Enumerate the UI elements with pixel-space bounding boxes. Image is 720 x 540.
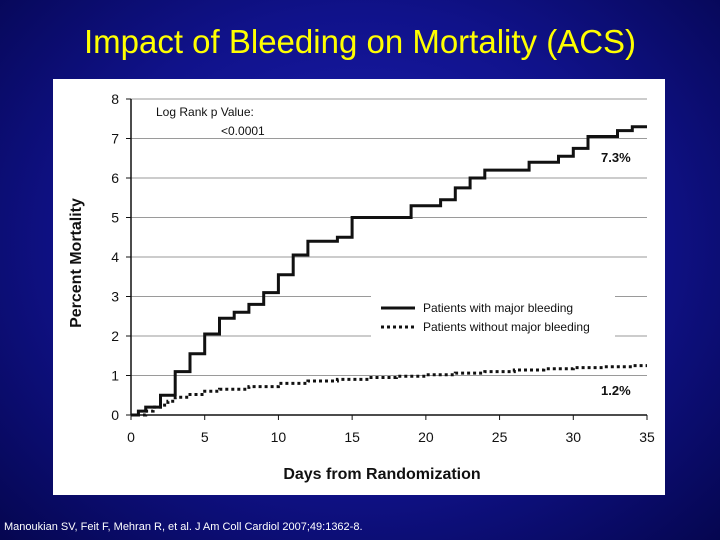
x-tick-label: 20 <box>418 429 434 445</box>
axes <box>126 98 648 420</box>
slide-title: Impact of Bleeding on Mortality (ACS) <box>83 23 637 60</box>
x-tick-label: 35 <box>639 429 655 445</box>
legend-label-with-bleeding: Patients with major bleeding <box>423 301 573 315</box>
y-axis-label: Percent Mortality <box>68 198 85 328</box>
x-axis-label: Days from Randomization <box>283 466 480 483</box>
citation: Manoukian SV, Feit F, Mehran R, et al. J… <box>4 521 363 533</box>
y-tick-label: 2 <box>111 328 119 344</box>
y-tick-label: 8 <box>111 91 119 107</box>
x-tick-label: 25 <box>492 429 508 445</box>
x-tick-label: 0 <box>127 429 135 445</box>
annotation-line-2: <0.0001 <box>221 124 265 138</box>
x-tick-labels: 0 5 10 15 20 25 30 35 <box>127 429 655 445</box>
x-tick-label: 15 <box>344 429 360 445</box>
x-tick-label: 10 <box>271 429 287 445</box>
end-label-without-bleeding: 1.2% <box>601 383 631 398</box>
y-tick-label: 4 <box>111 249 119 265</box>
legend-label-without-bleeding: Patients without major bleeding <box>423 320 590 334</box>
x-tick-label: 5 <box>201 429 209 445</box>
mortality-chart: 0 1 2 3 4 5 6 7 8 0 5 10 15 20 25 30 35 Percent Mortali… <box>68 91 655 483</box>
end-label-with-bleeding: 7.3% <box>601 150 631 165</box>
y-tick-label: 1 <box>111 368 119 384</box>
y-tick-label: 3 <box>111 289 119 305</box>
series-line-without-major-bleeding <box>131 364 647 417</box>
y-tick-label: 5 <box>111 210 119 226</box>
y-tick-label: 0 <box>111 407 119 423</box>
series-line-with-major-bleeding <box>131 125 647 417</box>
chart-panel: 0 1 2 3 4 5 6 7 8 0 5 10 15 20 25 30 35 Percent Mortali… <box>53 79 665 495</box>
series-lines <box>131 125 647 417</box>
y-tick-label: 7 <box>111 131 119 147</box>
legend-box <box>371 295 615 339</box>
y-tick-labels: 0 1 2 3 4 5 6 7 8 <box>111 91 119 423</box>
x-tick-label: 30 <box>565 429 581 445</box>
y-tick-label: 6 <box>111 170 119 186</box>
annotation-line-1: Log Rank p Value: <box>156 105 254 119</box>
